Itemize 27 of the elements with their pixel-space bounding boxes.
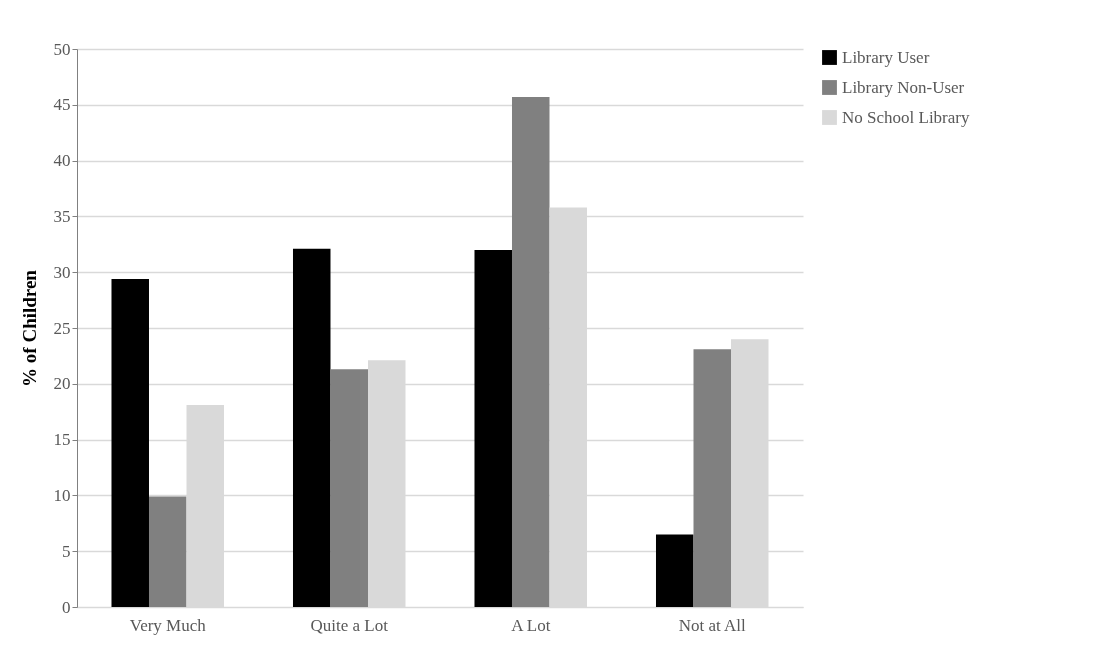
y-tick-label: 45 — [53, 95, 71, 115]
y-tick-label: 50 — [53, 39, 71, 59]
bar — [149, 496, 187, 607]
legend-label: Library User — [842, 47, 930, 67]
y-tick-label: 30 — [53, 262, 71, 282]
y-axis-title: % of Children — [18, 269, 40, 387]
bar — [693, 349, 732, 607]
bar — [292, 248, 331, 607]
x-tick-label: A Lot — [511, 615, 551, 635]
bar — [474, 249, 512, 607]
bar — [512, 96, 550, 607]
bar — [111, 278, 149, 607]
x-tick-label: Very Much — [129, 615, 207, 635]
y-tick-label: 40 — [53, 151, 71, 171]
y-tick-label: 5 — [62, 541, 71, 561]
legend-label: Library Non-User — [842, 77, 965, 97]
y-tick-label: 10 — [53, 485, 71, 505]
y-tick-label: 15 — [53, 430, 71, 450]
y-tick-label: 0 — [62, 597, 71, 617]
bar — [655, 534, 694, 607]
y-tick-label: 20 — [53, 374, 71, 394]
y-tick-label: 35 — [53, 206, 71, 226]
x-tick-label: Quite a Lot — [310, 615, 389, 635]
y-tick-label: 25 — [53, 318, 71, 338]
legend-label: No School Library — [842, 107, 970, 127]
x-tick-label: Not at All — [678, 615, 747, 635]
bar — [330, 369, 369, 607]
